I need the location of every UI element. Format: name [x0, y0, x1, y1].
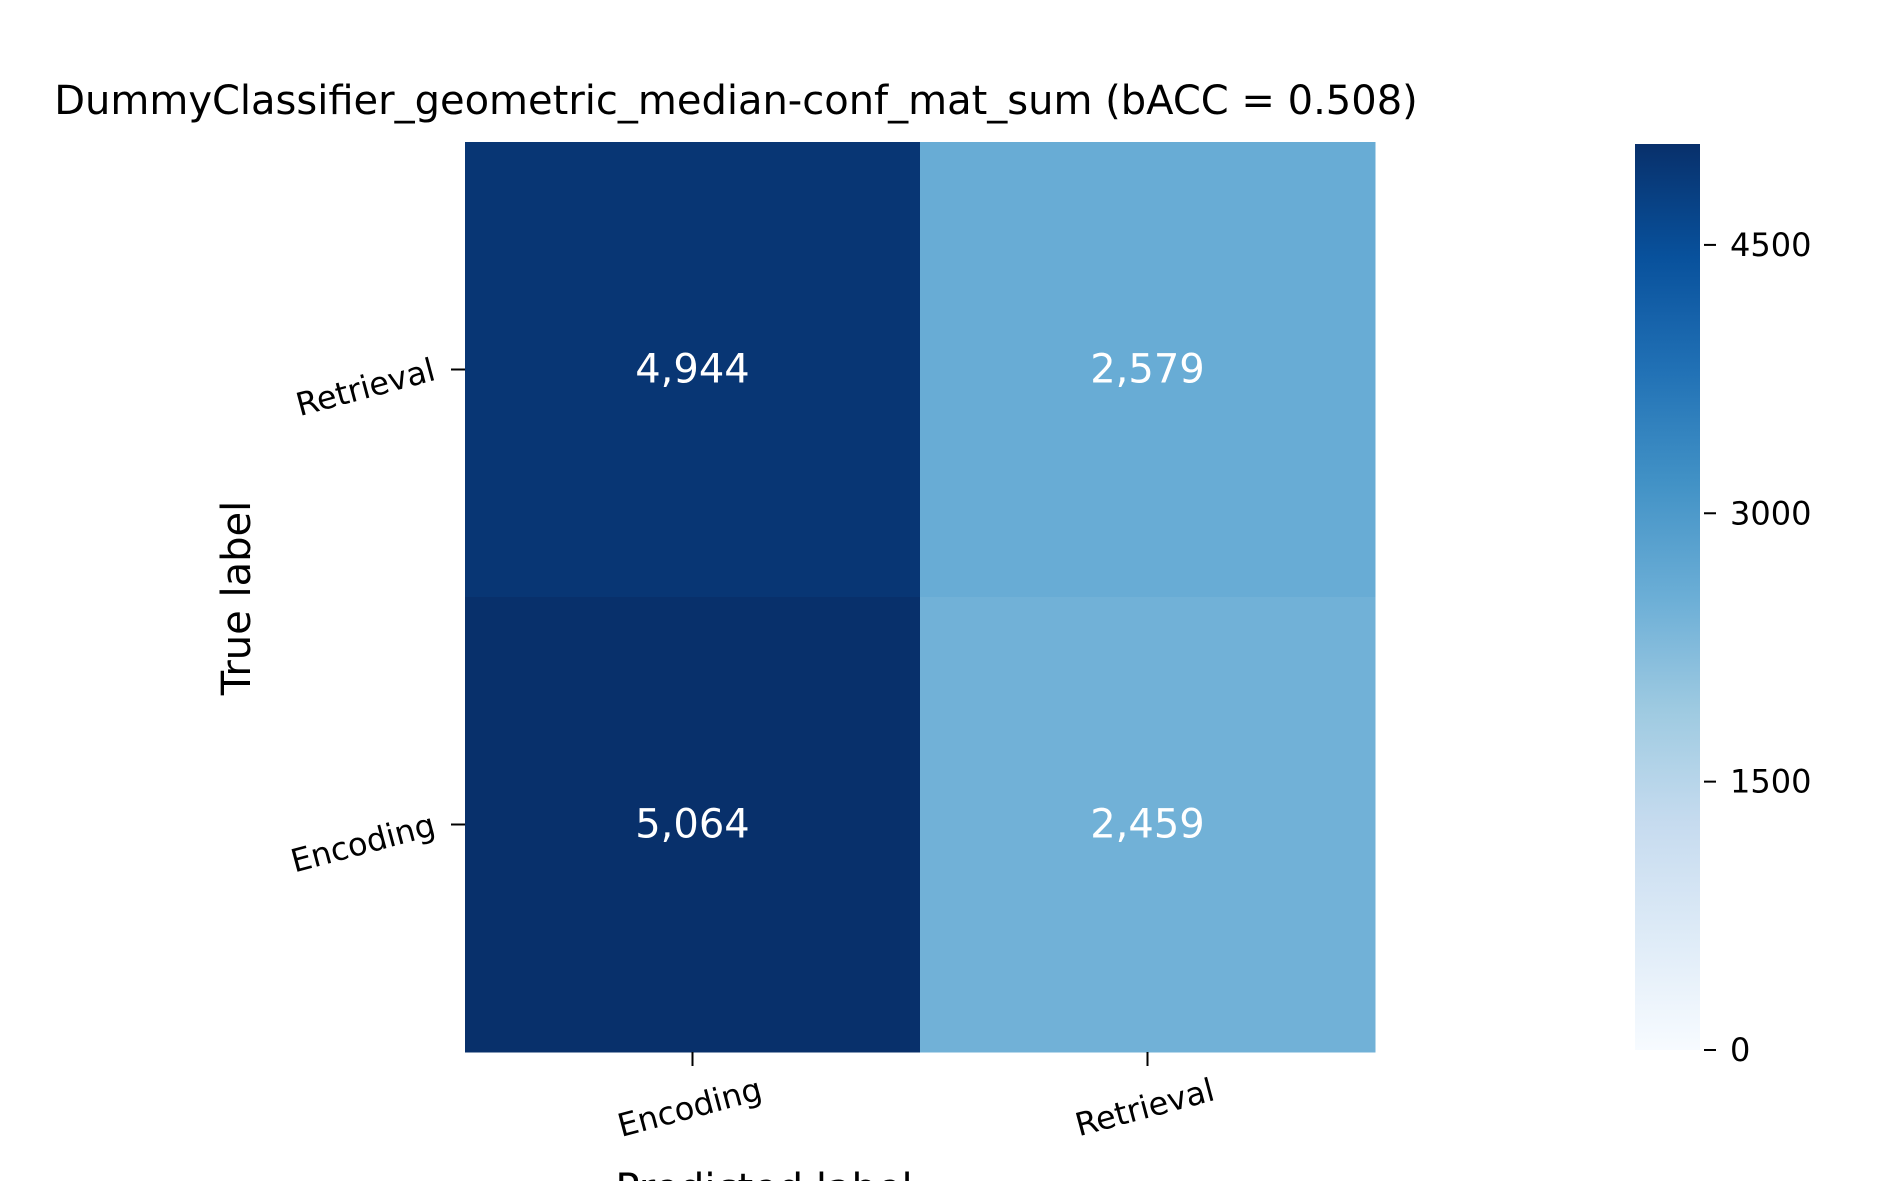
colorbar-tick-label: 1500 — [1730, 763, 1811, 801]
colorbar-ticks: 0 1500 3000 4500 — [1704, 226, 1811, 1069]
cell-value-label: 5,064 — [635, 802, 750, 848]
colorbar-tick-label: 0 — [1730, 1031, 1750, 1069]
x-tick-label: Retrieval — [1071, 1071, 1218, 1145]
x-axis-ticks: Encoding Retrieval — [614, 1052, 1218, 1145]
y-axis-label: True label — [214, 501, 260, 696]
y-tick-label: Retrieval — [292, 351, 439, 425]
y-axis-ticks: Retrieval Encoding — [287, 351, 465, 881]
cell-value-label: 4,944 — [635, 347, 750, 393]
heatmap-cell — [465, 142, 921, 598]
x-axis-label: Predicted label — [615, 1166, 912, 1181]
heatmap-cell — [920, 597, 1376, 1053]
cell-value-label: 2,579 — [1090, 347, 1205, 393]
heatmap-cell — [465, 597, 921, 1053]
x-tick-label: Encoding — [614, 1070, 766, 1145]
colorbar-tick-label: 3000 — [1730, 494, 1811, 532]
chart-title: DummyClassifier_geometric_median-conf_ma… — [54, 78, 1418, 124]
heatmap-cell — [920, 142, 1376, 598]
heatmap-cell-labels: 4,944 2,579 5,064 2,459 — [635, 347, 1205, 848]
colorbar — [1635, 144, 1700, 1050]
colorbar-tick-label: 4500 — [1730, 226, 1811, 264]
cell-value-label: 2,459 — [1090, 802, 1205, 848]
heatmap-cells — [465, 142, 1376, 1053]
y-tick-label: Encoding — [287, 806, 439, 881]
